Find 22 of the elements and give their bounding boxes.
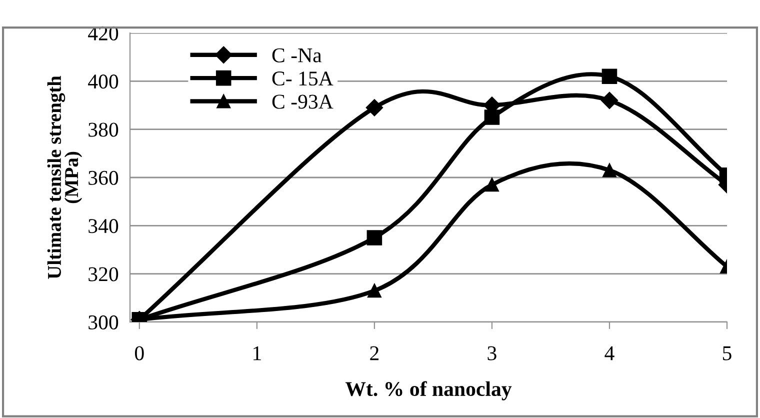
point bbox=[366, 230, 382, 246]
y-tick-label: 340 bbox=[88, 219, 118, 234]
x-tick-label: 2 bbox=[370, 346, 378, 360]
y-tick-label: 300 bbox=[88, 315, 118, 330]
x-tick-label: 0 bbox=[134, 346, 144, 360]
y-tick-label: 360 bbox=[88, 170, 118, 185]
x-tick-label: 5 bbox=[723, 346, 732, 360]
point bbox=[484, 110, 500, 125]
y-tick-label: 400 bbox=[88, 74, 118, 89]
x-tick-label: 1 bbox=[254, 346, 261, 360]
point bbox=[367, 284, 382, 298]
y-axis-title: Ultimate tensile strength (MPa) bbox=[47, 76, 82, 279]
legend-label: C -Na bbox=[272, 48, 322, 62]
point bbox=[485, 178, 499, 192]
x-tick-label: 3 bbox=[488, 346, 496, 360]
x-axis-title: Wt. % of nanoclay bbox=[345, 381, 512, 400]
point bbox=[366, 99, 383, 116]
legend-label: C -93A bbox=[272, 94, 334, 109]
y-tick-label: 380 bbox=[88, 122, 118, 137]
y-tick-label: 320 bbox=[88, 267, 118, 282]
legend-label: C- 15A bbox=[272, 72, 334, 86]
x-tick-label: 4 bbox=[604, 346, 614, 360]
